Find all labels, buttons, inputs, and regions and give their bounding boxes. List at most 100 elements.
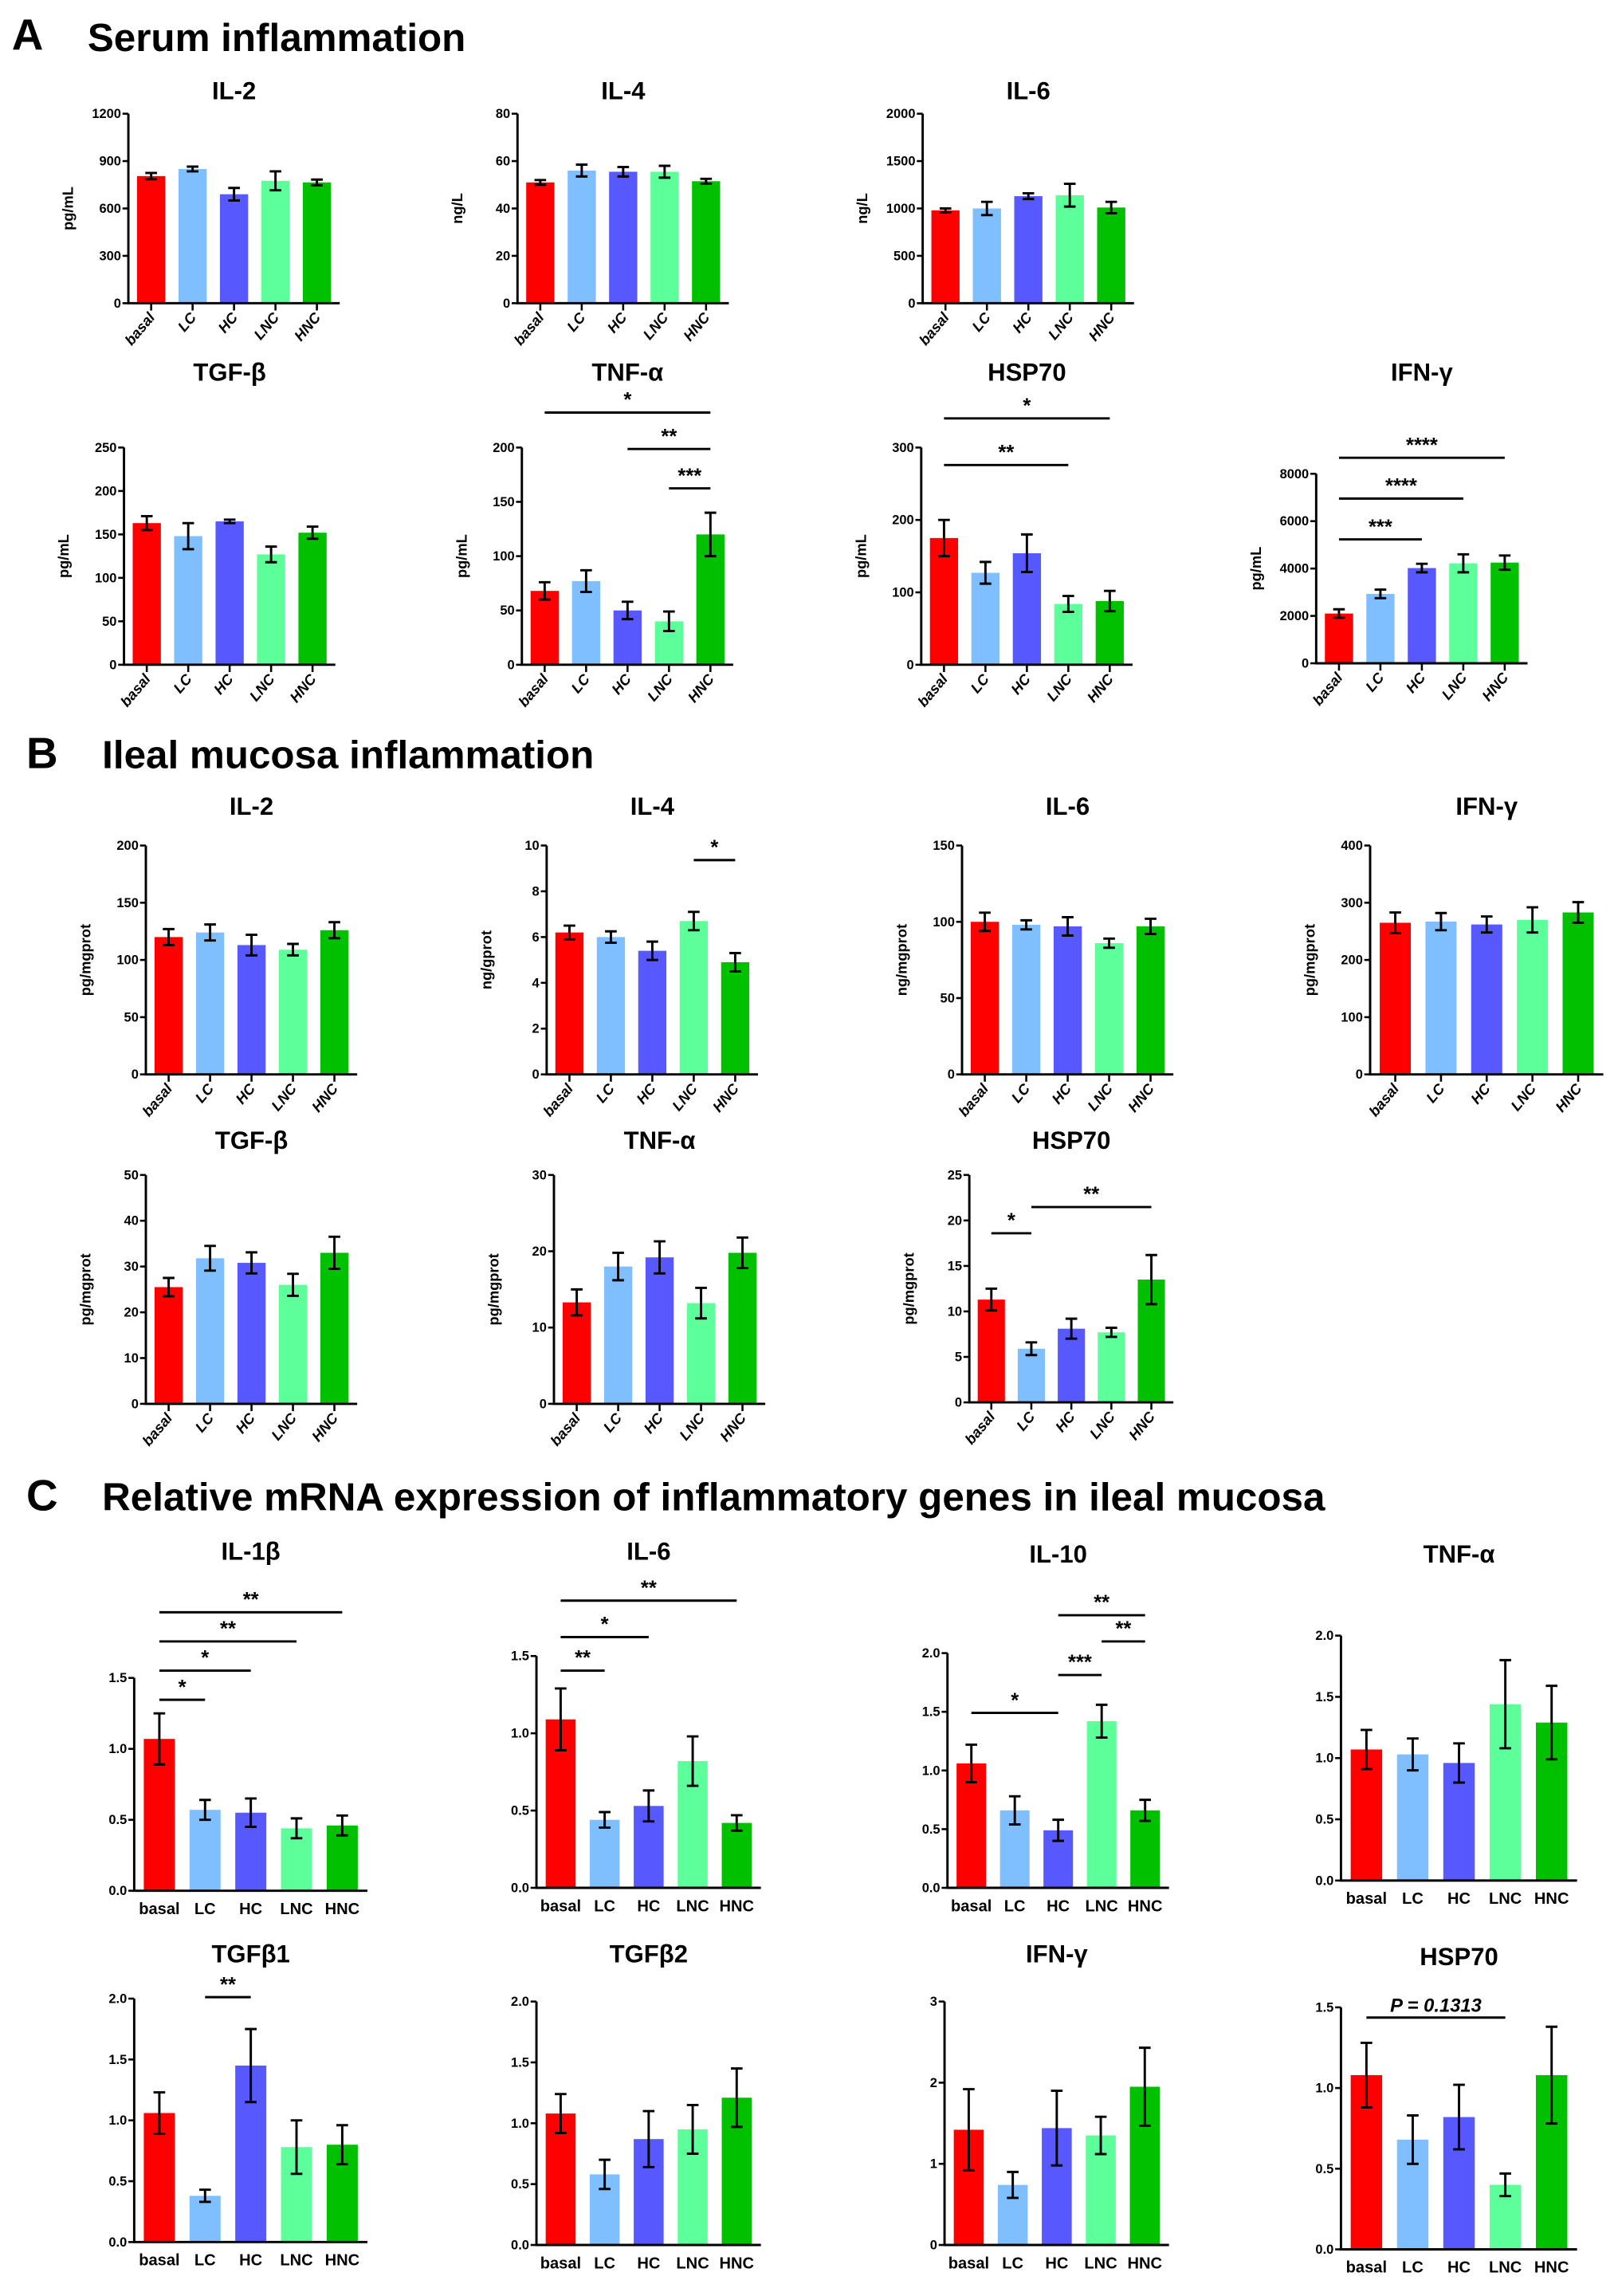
y-tick-label: 20 <box>124 1306 139 1320</box>
x-tick-label: HNC <box>709 1079 742 1115</box>
bar-lc <box>189 1810 221 1891</box>
chart-title: IL-1β <box>222 1538 281 1566</box>
bar-hc <box>237 945 266 1075</box>
error-bar <box>938 518 950 558</box>
error-bar <box>1021 533 1033 574</box>
x-tick-label: HNC <box>719 2255 754 2272</box>
error-bar <box>1416 562 1428 574</box>
y-tick-label: 4000 <box>1280 562 1310 576</box>
x-tick-label: LNC <box>1043 670 1076 705</box>
y-axis-label: pg/mL <box>1247 547 1264 591</box>
y-tick-label: 1.0 <box>922 1763 941 1778</box>
error-bar <box>1374 588 1387 600</box>
y-tick-label: 400 <box>1341 839 1362 853</box>
x-tick-label: LNC <box>1489 2259 1522 2277</box>
y-tick-label: 30 <box>124 1260 139 1274</box>
error-bar <box>1062 595 1074 613</box>
x-tick-label: LNC <box>1086 1897 1118 1915</box>
error-bar <box>1435 911 1447 932</box>
significance-label: ** <box>1094 1592 1109 1614</box>
x-tick-label: basal <box>540 2255 581 2272</box>
y-tick-label: 150 <box>933 839 954 853</box>
x-tick-label: HNC <box>719 1897 754 1915</box>
y-tick-label: 40 <box>124 1214 139 1229</box>
bar-basal <box>154 1287 183 1404</box>
bar-hnc <box>692 181 721 304</box>
x-tick-label: LNC <box>250 309 283 343</box>
error-bar <box>140 515 153 532</box>
error-bar <box>1062 916 1074 937</box>
error-bar <box>736 1236 748 1270</box>
bar-hnc <box>1130 1810 1160 1888</box>
y-tick-label: 30 <box>532 1168 547 1182</box>
y-tick-label: 2 <box>532 1022 540 1036</box>
bar-lc <box>1425 922 1457 1075</box>
y-tick-label: 900 <box>99 155 120 169</box>
x-tick-label: basal <box>139 1409 176 1449</box>
y-tick-label: 200 <box>892 513 913 528</box>
error-bar <box>245 934 257 957</box>
bar-lnc <box>1449 563 1478 663</box>
bar-hc <box>1058 1328 1086 1403</box>
x-tick-label: LC <box>599 1409 625 1436</box>
chart-title: TNF-α <box>591 358 663 386</box>
bar-hc <box>645 1257 674 1404</box>
y-tick-label: 0.0 <box>108 1884 127 1898</box>
x-tick-label: basal <box>955 1079 992 1119</box>
bar-lnc <box>679 921 709 1075</box>
error-bar <box>1572 901 1585 924</box>
bar-basal <box>526 182 555 304</box>
bar-lnc <box>1517 919 1549 1075</box>
y-tick-label: 0 <box>132 1067 139 1082</box>
y-tick-label: 0 <box>907 658 914 672</box>
chart-c-tgf-1: TGFβ1 0.0 0.5 1.0 1.5 2.0 basal LC HC LNC HNC ** <box>108 1940 367 2270</box>
x-tick-label: LNC <box>644 670 677 705</box>
x-tick-label: LNC <box>1045 309 1078 343</box>
y-tick-label: 50 <box>124 1168 139 1182</box>
x-tick-label: HNC <box>308 1409 342 1445</box>
error-bar <box>1138 2046 1151 2127</box>
y-tick-label: 0 <box>507 658 514 672</box>
error-bar <box>1545 1685 1558 1761</box>
error-bar <box>290 1817 303 1840</box>
error-bar <box>965 1743 978 1783</box>
error-bar <box>336 2124 348 2166</box>
chart-title: HSP70 <box>988 358 1066 386</box>
y-tick-label: 5 <box>955 1350 962 1365</box>
significance-label: * <box>1011 1689 1019 1712</box>
y-tick-label: 2.0 <box>922 1646 941 1661</box>
bar-lnc <box>1086 1720 1117 1888</box>
error-bar <box>328 1235 340 1270</box>
error-bar <box>555 1687 567 1751</box>
x-tick-label: HC <box>232 1079 259 1107</box>
chart-title: IL-10 <box>1029 1540 1087 1568</box>
error-bar <box>599 2158 611 2191</box>
x-tick-label: basal <box>540 1079 577 1119</box>
bar-basal <box>956 1763 987 1888</box>
bar-hnc <box>721 1822 752 1888</box>
y-tick-label: 2 <box>930 2076 937 2090</box>
x-tick-label: LC <box>594 2255 615 2272</box>
y-tick-label: 0 <box>532 1067 540 1082</box>
error-bar <box>688 910 700 932</box>
error-bar <box>617 166 630 178</box>
x-tick-label: basal <box>139 1079 176 1119</box>
error-bar <box>1095 1703 1108 1740</box>
x-tick-label: HNC <box>1534 2259 1569 2277</box>
y-tick-label: 2.0 <box>108 1991 127 2006</box>
x-tick-label: LNC <box>1438 669 1471 703</box>
significance-label: ** <box>220 1618 236 1641</box>
x-tick-label: LNC <box>1084 2255 1117 2272</box>
error-bar <box>605 930 617 945</box>
error-bar <box>1025 1341 1038 1357</box>
x-tick-label: basal <box>540 1897 581 1915</box>
x-tick-label: LC <box>967 670 992 697</box>
y-tick-label: 0.0 <box>1315 1873 1333 1888</box>
x-tick-label: HNC <box>680 309 713 344</box>
x-tick-label: LC <box>1013 1408 1039 1434</box>
error-bar <box>622 600 634 621</box>
y-tick-label: 4 <box>532 976 540 990</box>
error-bar <box>290 2119 303 2176</box>
error-bar <box>1333 607 1345 619</box>
y-tick-label: 25 <box>948 1168 962 1182</box>
